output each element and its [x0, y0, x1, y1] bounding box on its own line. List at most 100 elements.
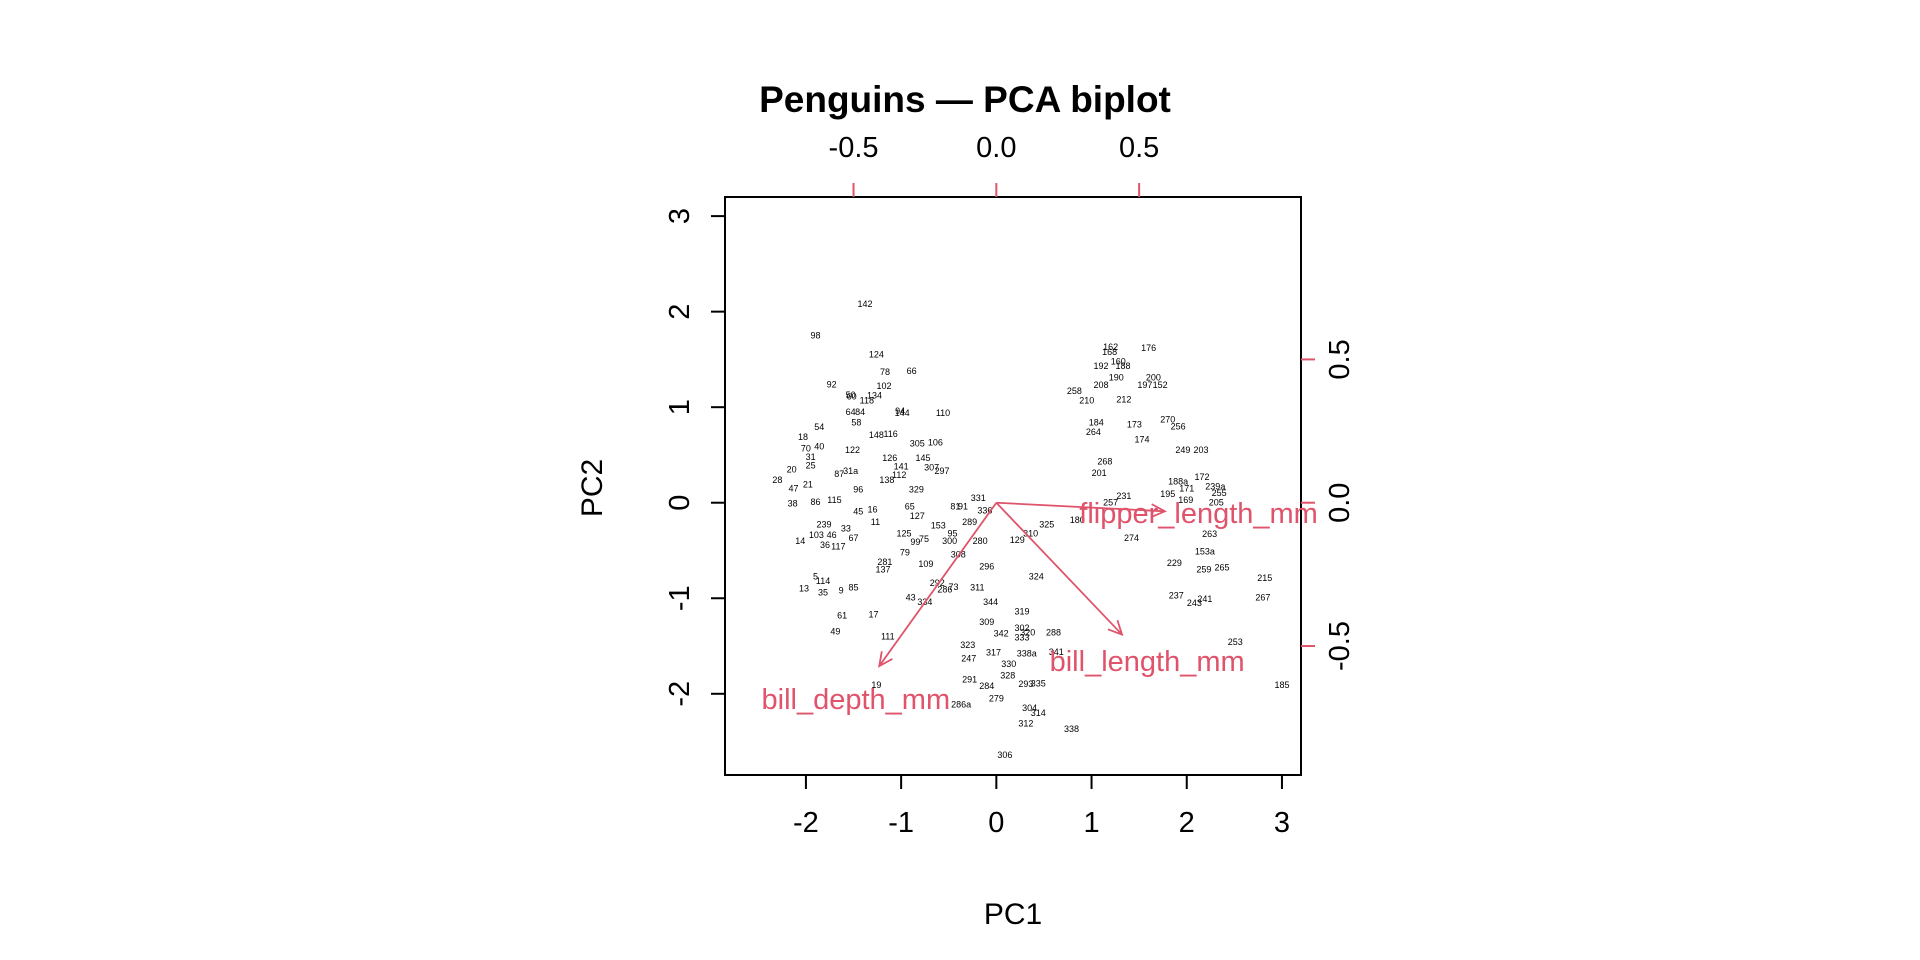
observation-label: 300	[942, 536, 957, 546]
observation-label: 153a	[1195, 546, 1215, 556]
observation-label: 162	[1103, 342, 1118, 352]
observation-label: 307	[924, 462, 939, 472]
y-tick-label: 2	[664, 304, 696, 320]
observation-label: 112	[892, 470, 906, 480]
observation-label: 65	[905, 502, 915, 512]
observation-label: 312	[1018, 718, 1033, 728]
observation-label: 344	[983, 597, 998, 607]
observation-label: 14	[795, 536, 805, 546]
observation-label: 169	[1178, 495, 1193, 505]
observation-label: 31	[806, 452, 816, 462]
observation-label: 137	[876, 565, 891, 575]
observation-label: 320	[1020, 628, 1035, 638]
observation-label: 33	[841, 524, 851, 534]
observation-label: 145	[916, 453, 931, 463]
observation-label: 231	[1116, 491, 1131, 501]
observation-label: 70	[801, 443, 811, 453]
observation-label: 9	[839, 586, 844, 596]
observation-label: 188	[1115, 361, 1130, 371]
observation-label: 267	[1255, 592, 1270, 602]
observation-label: 197	[1137, 380, 1152, 390]
x-axis-top-loadings: -0.5 0.0 0.5	[829, 132, 1159, 197]
y-tick-label: -2	[664, 681, 696, 707]
y-axis-title: PC2	[576, 459, 609, 517]
observation-label: 323	[960, 640, 975, 650]
observation-label: 73	[948, 582, 958, 592]
observation-label: 118	[860, 395, 874, 405]
observation-label: 329	[909, 484, 924, 494]
observation-label: 168	[1102, 347, 1117, 357]
observation-label: 106	[928, 438, 943, 448]
observation-label: 116	[883, 429, 897, 439]
observation-label: 215	[1257, 573, 1272, 583]
observation-label: 310	[1023, 528, 1038, 538]
x-tick-label: 2	[1179, 807, 1195, 839]
x-tick-label: 1	[1083, 807, 1099, 839]
top-tick-label: 0.5	[1119, 132, 1159, 164]
observation-label: 279	[989, 694, 1004, 704]
loading-arrow	[995, 502, 1123, 636]
observation-label: 239	[816, 520, 831, 530]
observation-label: 176	[1141, 343, 1156, 353]
observation-label: 17	[869, 609, 879, 619]
observation-label: 60	[847, 392, 857, 402]
observation-label: 94	[895, 406, 905, 416]
observation-label: 314	[1031, 708, 1046, 718]
observation-label: 98	[810, 331, 820, 341]
observation-label: 247	[961, 653, 976, 663]
observation-label: 185	[1274, 680, 1289, 690]
observation-label: 280	[973, 536, 988, 546]
observation-label: 20	[787, 464, 797, 474]
observation-label: 328	[1000, 671, 1015, 681]
observation-label: 25	[806, 460, 816, 470]
x-tick-label: 0	[988, 807, 1004, 839]
chart-title: Penguins — PCA biplot	[759, 79, 1171, 120]
observation-label: 40	[814, 441, 824, 451]
observation-label: 66	[907, 366, 917, 376]
observation-label: 174	[1134, 435, 1149, 445]
observation-label: 144	[895, 408, 910, 418]
observation-label: 148	[869, 430, 884, 440]
observation-label: 333	[1015, 632, 1030, 642]
observation-label: 5	[813, 571, 818, 581]
observation-label: 192	[1094, 361, 1109, 371]
observation-label: 115	[827, 495, 841, 505]
observation-label: 296	[979, 562, 994, 572]
observation-label: 110	[936, 408, 950, 418]
observation-label: 195	[1160, 489, 1175, 499]
observation-label: 47	[789, 483, 799, 493]
y-tick-label: 0	[664, 495, 696, 511]
observation-label: 291	[962, 674, 977, 684]
observation-label: 99	[910, 537, 920, 547]
observation-label: 317	[986, 648, 1001, 658]
observation-label: 200	[1146, 373, 1161, 383]
observation-label: 127	[910, 511, 925, 521]
observation-label: 31a	[843, 466, 858, 476]
observation-label: 16	[868, 504, 878, 514]
observation-label: 203	[1194, 445, 1209, 455]
observation-label: 91	[958, 502, 968, 512]
observation-label: 61	[837, 610, 847, 620]
observation-label: 111	[881, 631, 895, 641]
observation-label: 85	[849, 583, 859, 593]
observation-label: 109	[918, 559, 933, 569]
observation-label: 257	[1103, 498, 1118, 508]
observation-label: 173	[1127, 419, 1142, 429]
x-axis-bottom: -2 -1 0 1 2 3	[793, 774, 1290, 839]
observation-label: 319	[1015, 607, 1030, 617]
observation-label: 95	[948, 528, 958, 538]
observation-label: 306	[997, 750, 1012, 760]
observation-label: 75	[919, 534, 929, 544]
loading-arrowhead	[878, 651, 893, 668]
observation-label: 64	[846, 407, 856, 417]
loading-label: flipper_length_mm	[1079, 498, 1318, 530]
y-tick-label: 1	[664, 399, 696, 415]
observation-label: 263	[1202, 529, 1217, 539]
observation-label: 49	[830, 627, 840, 637]
x-tick-label: -2	[793, 807, 819, 839]
observation-label: 54	[814, 422, 824, 432]
observation-label: 253	[1228, 637, 1243, 647]
observation-label: 86	[810, 497, 820, 507]
observation-label: 46	[827, 530, 837, 540]
